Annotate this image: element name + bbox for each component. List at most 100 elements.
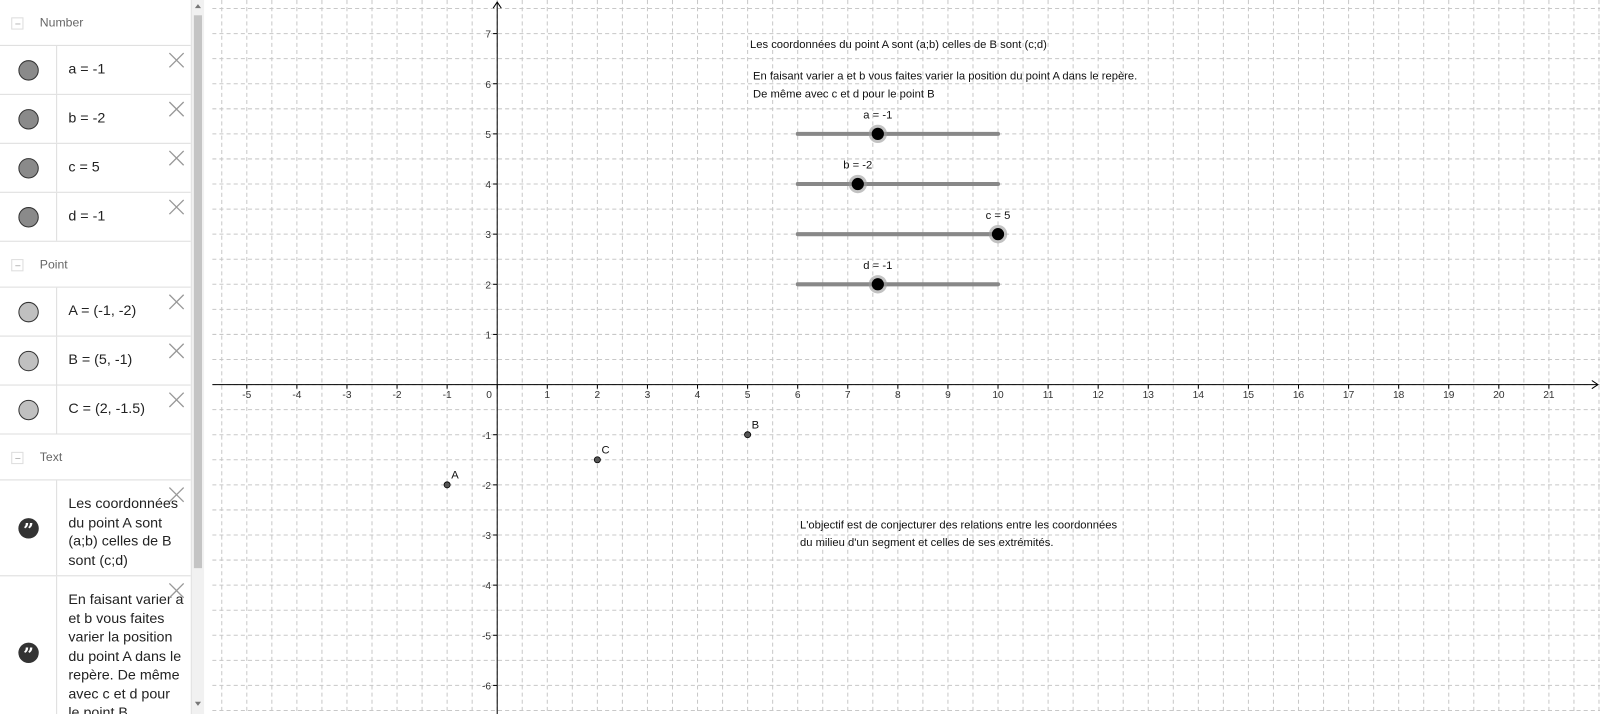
y-tick-label: 6 (485, 80, 491, 91)
point-label: A (451, 470, 459, 482)
algebra-view: Number a = -1 b = -2 c = 5 d = -1 Point A = (-… (0, 0, 192, 714)
algebra-item: b = -2 (0, 94, 191, 144)
group-header: Number (0, 0, 191, 46)
point[interactable] (593, 456, 601, 464)
item-definition: C = (2, -1.5) (68, 399, 145, 417)
point[interactable] (443, 481, 451, 489)
scrollbar[interactable] (191, 0, 205, 714)
scroll-arrows (194, 4, 202, 706)
point[interactable] (744, 431, 752, 439)
collapse-toggle[interactable] (11, 17, 24, 30)
x-tick-label: -2 (393, 390, 402, 401)
x-tick-label: -4 (292, 390, 301, 401)
slider: a = -1 (795, 110, 1001, 144)
x-tick-label: 6 (795, 390, 801, 401)
delete-button[interactable] (168, 392, 185, 408)
item-definition: B = (5, -1) (68, 350, 133, 368)
algebra-item: B = (5, -1) (0, 336, 191, 386)
delete-button[interactable] (168, 150, 185, 166)
slider-knob[interactable] (871, 278, 884, 291)
delete-button[interactable] (168, 101, 185, 117)
item-icon-cell (0, 143, 58, 192)
item-icon-cell: ” (0, 480, 58, 576)
visibility-toggle[interactable] (18, 108, 39, 130)
x-tick-label: 2 (595, 390, 601, 401)
slider-knob[interactable] (991, 228, 1005, 241)
x-tick-label: -3 (342, 390, 351, 401)
canvas-text: Les coordonnées du point A sont (a;b) ce… (750, 39, 1047, 51)
algebra-item: A = (-1, -2) (0, 287, 191, 337)
item-definition: d = -1 (68, 207, 106, 224)
x-tick-label: 10 (992, 390, 1004, 401)
collapse-toggle[interactable] (11, 259, 24, 272)
x-tick-label: 13 (1143, 390, 1155, 401)
item-definition: b = -2 (68, 109, 106, 126)
slider-label: c = 5 (986, 210, 1011, 222)
x-tick-label: -5 (242, 390, 251, 401)
item-icon-cell (0, 192, 58, 241)
y-tick-label: -5 (482, 631, 491, 642)
slider: d = -1 (795, 260, 1001, 294)
visibility-toggle[interactable] (18, 301, 39, 322)
x-tick-label: 0 (486, 390, 492, 401)
x-tick-label: 21 (1543, 390, 1555, 401)
y-tick-label: 4 (485, 180, 491, 191)
y-tick-label: 1 (485, 331, 491, 342)
y-tick-label: -3 (482, 531, 491, 542)
delete-button[interactable] (168, 487, 185, 503)
x-tick-label: 3 (645, 390, 651, 401)
delete-button[interactable] (168, 294, 185, 310)
y-tick-label: 3 (485, 230, 491, 241)
y-tick-label: 5 (485, 130, 491, 141)
slider-label: d = -1 (863, 260, 892, 272)
x-tick-label: 17 (1343, 390, 1355, 401)
visibility-toggle[interactable] (18, 206, 39, 227)
slider: b = -2 (795, 160, 1001, 194)
slider-label: b = -2 (843, 160, 872, 172)
point-label: C (601, 445, 609, 457)
group-title: Point (39, 257, 68, 272)
y-tick-label: -1 (482, 431, 491, 442)
algebra-item: ” Les coordonnées du point A sont (a;b) c… (0, 480, 191, 577)
algebra-item: ” En faisant varier a et b vous faites va… (0, 576, 191, 714)
item-icon-cell (0, 385, 58, 434)
slider: c = 5 (795, 210, 1011, 244)
item-definition: Les coordonnées du point A sont (a;b) ce… (68, 494, 178, 568)
text-icon[interactable]: ” (18, 642, 39, 666)
visibility-toggle[interactable] (18, 350, 39, 371)
item-icon-cell (0, 94, 58, 143)
collapse-toggle[interactable] (11, 451, 24, 465)
slider-label: a = -1 (863, 110, 892, 122)
scroll-thumb[interactable] (193, 15, 203, 569)
visibility-toggle[interactable] (18, 59, 39, 81)
item-icon-cell (0, 287, 58, 336)
x-axis-arrow (1591, 380, 1599, 390)
x-tick-label: 5 (745, 390, 751, 401)
group-title: Text (39, 449, 63, 465)
y-tick-label: -4 (482, 581, 491, 592)
x-tick-label: 14 (1193, 390, 1205, 401)
delete-button[interactable] (168, 582, 185, 599)
x-tick-label: 9 (945, 390, 951, 401)
algebra-item: C = (2, -1.5) (0, 385, 191, 435)
x-tick-label: 18 (1393, 390, 1405, 401)
text-icon[interactable]: ” (18, 517, 39, 541)
slider-knob[interactable] (871, 127, 884, 140)
graphics-view: -5 -4 -3 -2 -1 0 1 2 3 4 5 6 7 8 9 10 11 12 13 14 15 16 17 18 19… (212, 0, 1600, 714)
slider-knob[interactable] (851, 177, 864, 191)
canvas-text: L'objectif est de conjecturer des relati… (800, 519, 1118, 531)
point-label: B (752, 420, 759, 432)
canvas-text: De même avec c et d pour le point B (753, 88, 935, 100)
delete-button[interactable] (168, 343, 185, 359)
visibility-toggle[interactable] (18, 399, 39, 420)
x-tick-label: 12 (1093, 390, 1105, 401)
delete-button[interactable] (168, 52, 185, 68)
item-definition: En faisant varier a et b vous faites var… (68, 590, 184, 714)
delete-button[interactable] (168, 199, 185, 215)
algebra-item: c = 5 (0, 143, 191, 193)
x-tick-label: 8 (895, 390, 901, 401)
y-tick-label: 7 (485, 30, 491, 41)
x-tick-label: 20 (1493, 390, 1505, 401)
visibility-toggle[interactable] (18, 157, 39, 178)
